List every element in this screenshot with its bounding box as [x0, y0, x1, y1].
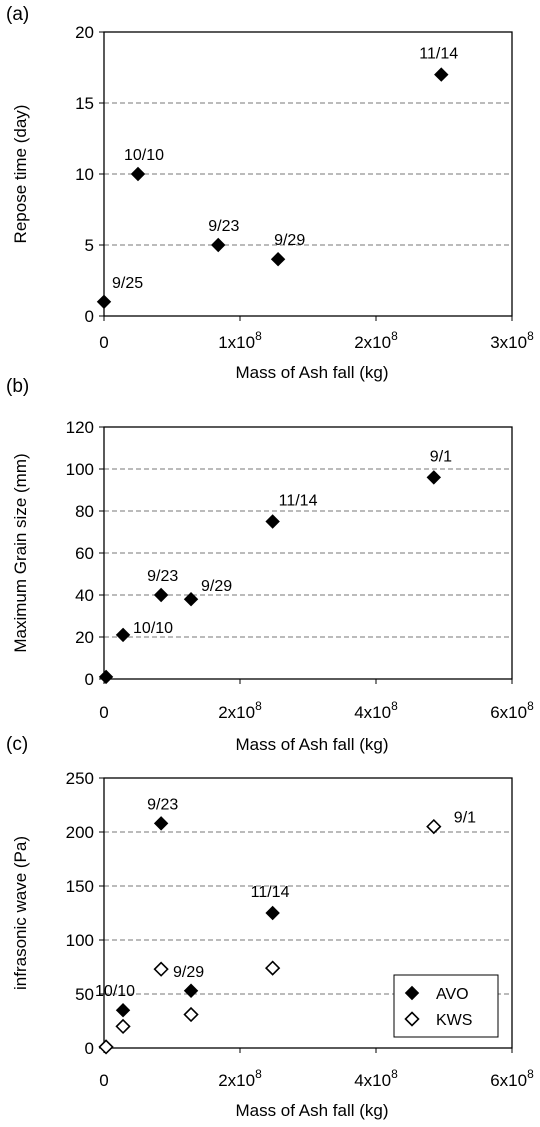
y-tick-label: 250	[66, 769, 94, 788]
data-label: 9/1	[454, 810, 476, 827]
y-axis-label: Maximum Grain size (mm)	[11, 453, 30, 652]
data-label: 9/25	[112, 275, 143, 292]
y-axis-label: infrasonic wave (Pa)	[11, 836, 30, 990]
x-tick-label: 6x108	[490, 1067, 534, 1090]
data-point-open	[115, 1018, 131, 1035]
data-label: 9/23	[208, 218, 239, 235]
x-tick-label: 4x108	[354, 1067, 398, 1090]
x-tick-label: 1x108	[218, 329, 262, 352]
data-point-open	[183, 1006, 199, 1023]
data-label: 11/14	[279, 493, 318, 510]
x-tick-label: 2x108	[218, 699, 262, 722]
data-point-open	[426, 818, 442, 835]
data-label: 9/23	[147, 796, 178, 813]
data-point-filled	[115, 627, 131, 643]
x-tick-label: 4x108	[354, 699, 398, 722]
y-tick-label: 200	[66, 823, 94, 842]
data-label: 9/23	[147, 568, 178, 585]
data-label: 11/14	[419, 46, 458, 63]
x-axis-label: Mass of Ash fall (kg)	[235, 735, 388, 754]
y-tick-label: 100	[66, 931, 94, 950]
data-point-filled	[115, 1002, 131, 1018]
data-point-filled	[211, 237, 226, 253]
panel-2: (c) 0 50 100 150 200 250 0 2x108 4x108 6x108 Mass o…	[6, 734, 534, 1120]
x-tick-label: 2x108	[218, 1067, 262, 1090]
data-point-filled	[183, 983, 199, 998]
legend-label: AVO	[436, 986, 469, 1003]
data-point-open	[98, 1039, 114, 1055]
y-tick-label: 5	[85, 236, 94, 255]
x-axis-label: Mass of Ash fall (kg)	[235, 363, 388, 382]
panel-label: (b)	[6, 376, 29, 397]
legend-label: KWS	[436, 1012, 472, 1029]
data-point-filled	[426, 470, 442, 485]
legend-box	[393, 974, 499, 1038]
y-tick-label: 80	[75, 502, 94, 521]
panel-label: (a)	[6, 4, 29, 25]
y-tick-label: 100	[66, 460, 94, 479]
y-tick-label: 0	[85, 670, 94, 689]
y-tick-label: 0	[85, 1039, 94, 1058]
data-label: 9/29	[274, 232, 305, 249]
data-point-filled	[130, 166, 146, 182]
data-label: 10/10	[133, 620, 173, 637]
data-point-filled	[265, 514, 280, 529]
x-tick-label: 6x108	[490, 699, 534, 722]
data-point-open	[153, 961, 169, 977]
y-tick-label: 40	[75, 586, 94, 605]
legend-marker	[404, 1011, 420, 1027]
data-label: 11/14	[251, 884, 290, 901]
x-tick-label: 2x108	[354, 329, 398, 352]
y-tick-label: 50	[75, 985, 94, 1004]
x-tick-label: 0	[99, 333, 108, 352]
data-label: 9/29	[173, 964, 204, 981]
data-point-filled	[98, 669, 114, 685]
data-point-filled	[183, 591, 199, 607]
data-label: 10/10	[95, 983, 135, 1000]
x-axis-label: Mass of Ash fall (kg)	[235, 1101, 388, 1120]
panel-label: (c)	[6, 734, 28, 755]
y-axis-label: Repose time (day)	[11, 105, 30, 244]
y-tick-label: 150	[66, 877, 94, 896]
data-point-filled	[153, 816, 169, 831]
data-label: 10/10	[124, 147, 164, 164]
data-point-filled	[153, 587, 169, 603]
data-point-filled	[265, 905, 280, 921]
y-tick-label: 10	[75, 165, 94, 184]
x-tick-label: 0	[99, 1071, 108, 1090]
plot-frame	[103, 777, 513, 1049]
y-tick-label: 15	[75, 94, 94, 113]
panel-0: (a) 0 5 10 15 20 0 1x108 2x108 3x108 Mass of Ash f…	[6, 4, 534, 382]
panel-1: (b) 0 20 40 60 80 100 120 0 2x108 4x108 6x108 Mass o…	[6, 376, 534, 754]
x-tick-label: 0	[99, 703, 108, 722]
y-tick-label: 0	[85, 307, 94, 326]
y-tick-label: 20	[75, 628, 94, 647]
x-tick-label: 3x108	[490, 329, 534, 352]
data-point-filled	[96, 294, 112, 310]
y-tick-label: 20	[75, 23, 94, 42]
data-label: 9/29	[201, 578, 232, 595]
y-tick-label: 60	[75, 544, 94, 563]
data-point-open	[265, 960, 281, 976]
legend-marker	[404, 985, 420, 1001]
data-point-filled	[270, 251, 286, 267]
data-label: 9/1	[430, 448, 452, 465]
y-tick-label: 120	[66, 418, 94, 437]
data-point-filled	[434, 67, 449, 82]
